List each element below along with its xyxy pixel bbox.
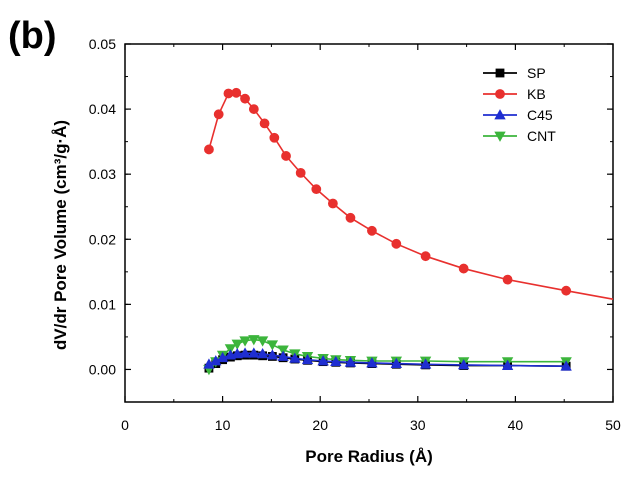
data-point-kb (248, 104, 259, 114)
y-axis-title: dV/dr Pore Volume (cm³/g·Å) (51, 120, 70, 350)
data-point-c45 (301, 353, 314, 365)
x-tick-label: 20 (312, 417, 328, 433)
legend-marker-c45 (494, 109, 506, 120)
data-point-c45 (344, 356, 357, 367)
data-point-cnt (266, 340, 279, 351)
legend-label-c45: C45 (527, 107, 553, 123)
data-point-c45 (289, 352, 301, 363)
data-point-kb (458, 263, 469, 274)
data-point-c45 (277, 350, 289, 361)
data-point-c45 (330, 355, 342, 367)
data-point-kb (502, 274, 513, 285)
data-point-cnt (248, 335, 260, 346)
data-point-c45 (457, 359, 470, 370)
data-point-c45 (317, 355, 329, 366)
data-point-kb (269, 132, 280, 143)
data-point-c45 (231, 348, 243, 359)
data-point-c45 (366, 357, 378, 368)
legend-label-cnt: CNT (527, 128, 556, 144)
data-point-kb (281, 151, 291, 161)
y-tick-label: 0.00 (89, 361, 116, 377)
y-tick-label: 0.03 (89, 166, 116, 182)
data-point-kb (391, 238, 402, 249)
data-point-kb (295, 167, 306, 178)
series-line-kb (208, 91, 614, 300)
legend-item-sp: SP (483, 65, 546, 81)
x-axis-title: Pore Radius (Å) (305, 447, 433, 466)
x-tick-label: 10 (215, 417, 231, 433)
data-point-kb (367, 225, 377, 236)
data-point-kb (420, 251, 431, 262)
data-point-cnt (224, 344, 237, 355)
data-point-cnt (256, 336, 269, 347)
data-point-cnt (277, 345, 289, 356)
data-point-c45 (239, 347, 251, 358)
data-point-c45 (248, 347, 260, 358)
data-point-kb (240, 93, 250, 104)
legend-label-kb: KB (527, 86, 546, 102)
x-tick-label: 50 (605, 417, 621, 433)
series-layer (203, 87, 614, 376)
data-point-kb (204, 144, 214, 155)
data-point-c45 (501, 359, 514, 370)
legend-label-sp: SP (527, 65, 546, 81)
y-axis: 0.00 0.01 0.02 0.03 0.04 0.05 (89, 36, 613, 403)
legend-marker-cnt (494, 131, 506, 142)
y-tick-label: 0.04 (89, 101, 116, 117)
panel-label: (b) (8, 15, 57, 57)
data-point-c45 (256, 348, 269, 359)
y-tick-label: 0.02 (89, 231, 116, 247)
legend-marker-kb (495, 89, 505, 99)
series-c45 (203, 347, 572, 371)
legend-item-c45: C45 (483, 107, 553, 123)
data-point-kb (311, 184, 322, 195)
legend-marker-sp (495, 68, 505, 78)
data-point-kb (345, 212, 356, 223)
data-point-c45 (560, 360, 572, 371)
legend-item-cnt: CNT (483, 128, 556, 144)
data-point-kb (213, 109, 224, 120)
legend: SP KB C45 CNT (483, 65, 556, 144)
data-point-kb (561, 285, 572, 296)
x-tick-label: 40 (508, 417, 524, 433)
data-point-kb (231, 87, 242, 98)
data-point-cnt (239, 336, 251, 347)
data-point-c45 (390, 357, 403, 368)
series-kb (204, 87, 614, 300)
x-tick-label: 0 (121, 417, 129, 433)
data-point-kb (327, 198, 338, 209)
y-tick-label: 0.05 (89, 36, 116, 52)
data-point-c45 (419, 358, 432, 369)
x-tick-label: 30 (410, 417, 426, 433)
data-point-c45 (266, 349, 279, 360)
data-point-kb (259, 118, 270, 129)
x-axis: 0 10 20 30 40 50 (121, 44, 621, 433)
legend-item-kb: KB (483, 86, 546, 102)
y-tick-label: 0.01 (89, 296, 116, 312)
data-point-cnt (231, 339, 243, 350)
